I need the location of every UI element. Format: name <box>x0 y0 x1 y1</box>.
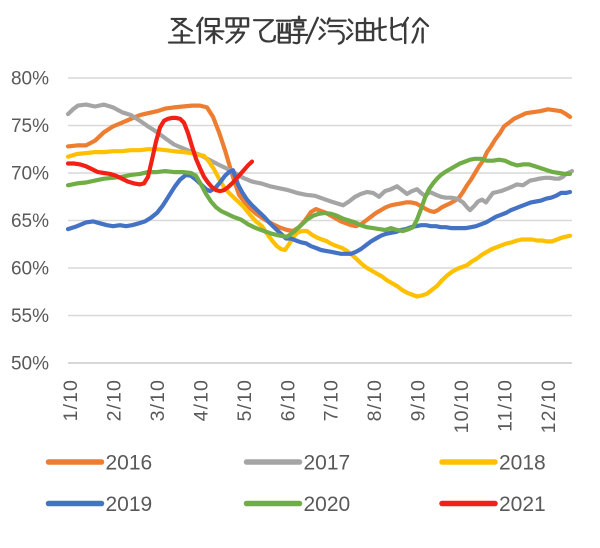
svg-text:1/10: 1/10 <box>60 379 82 421</box>
svg-text:2019: 2019 <box>106 493 153 516</box>
svg-text:2016: 2016 <box>106 452 153 475</box>
svg-text:8/10: 8/10 <box>364 379 386 421</box>
svg-text:2021: 2021 <box>499 493 546 516</box>
svg-text:70%: 70% <box>11 164 49 185</box>
svg-text:2020: 2020 <box>304 493 351 516</box>
svg-text:2018: 2018 <box>499 452 546 475</box>
svg-text:4/10: 4/10 <box>190 379 212 421</box>
svg-text:7/10: 7/10 <box>321 379 343 421</box>
svg-text:50%: 50% <box>11 354 49 375</box>
svg-text:60%: 60% <box>11 259 49 280</box>
svg-text:2017: 2017 <box>304 452 351 475</box>
svg-text:11/10: 11/10 <box>495 379 517 432</box>
svg-text:9/10: 9/10 <box>408 379 430 421</box>
svg-text:75%: 75% <box>11 116 49 137</box>
svg-text:12/10: 12/10 <box>538 379 560 433</box>
svg-text:6/10: 6/10 <box>277 379 299 421</box>
svg-text:2/10: 2/10 <box>104 379 126 421</box>
svg-text:3/10: 3/10 <box>147 379 169 421</box>
svg-text:55%: 55% <box>11 306 49 327</box>
svg-text:80%: 80% <box>11 69 49 90</box>
svg-text:5/10: 5/10 <box>234 379 256 421</box>
svg-text:65%: 65% <box>11 211 49 232</box>
svg-text:10/10: 10/10 <box>451 379 473 433</box>
